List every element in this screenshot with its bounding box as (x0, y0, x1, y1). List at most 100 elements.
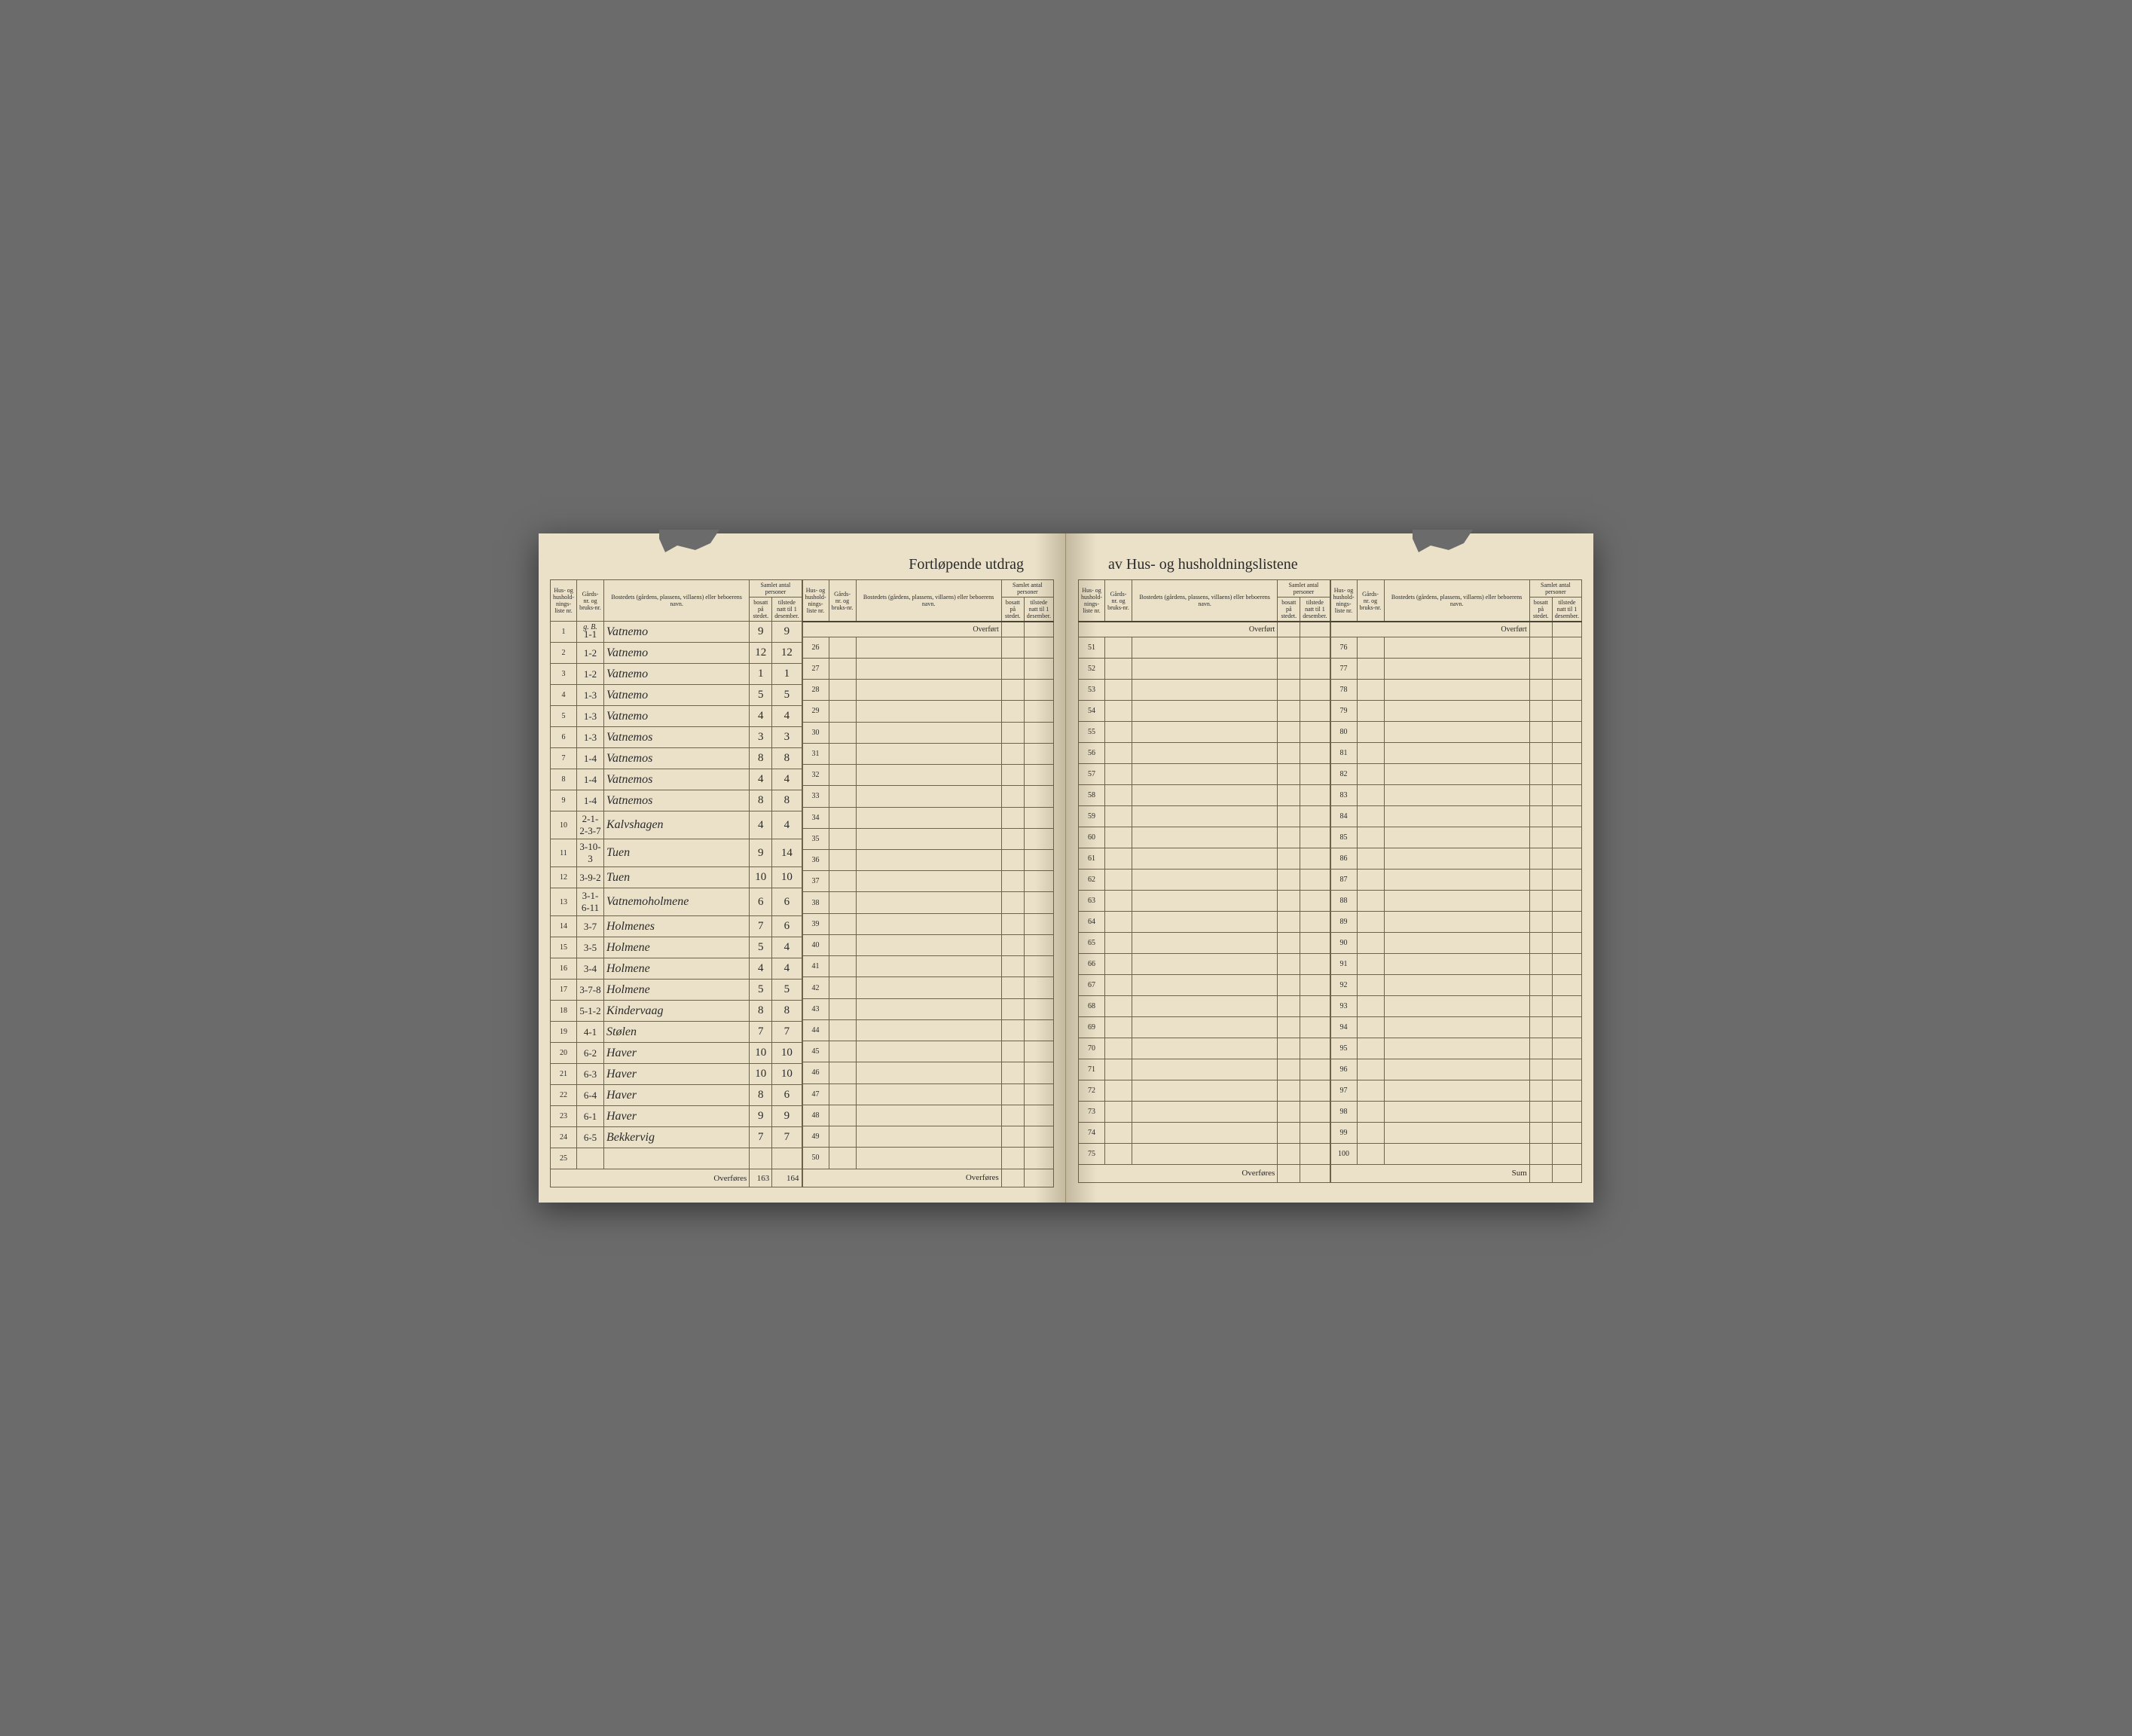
bosatt-cell (1001, 1062, 1024, 1083)
tilstede-cell: 14 (772, 839, 802, 867)
row-number: 58 (1079, 784, 1105, 805)
bosatt-cell (1001, 977, 1024, 998)
row-number: 52 (1079, 658, 1105, 679)
row-number: 80 (1330, 721, 1357, 742)
bosted-cell (1384, 679, 1529, 700)
table-row: 27 (802, 658, 1054, 679)
row-number: 100 (1330, 1143, 1357, 1164)
ledger-table-q1: Hus- og hushold-nings-liste nr. Gårds-nr… (550, 579, 802, 1187)
tilstede-cell (1300, 1038, 1330, 1059)
bosted-cell: Kalvshagen (604, 811, 750, 839)
table-row: 173-7-8Holmene55 (551, 980, 802, 1001)
bosatt-cell (1278, 784, 1300, 805)
table-header: Hus- og hushold-nings-liste nr. Gårds-nr… (551, 580, 802, 622)
row-number: 84 (1330, 805, 1357, 827)
bosatt-cell (1278, 1059, 1300, 1080)
row-number: 74 (1079, 1122, 1105, 1143)
tilstede-cell (1552, 637, 1581, 658)
table-row: 45 (802, 1041, 1054, 1062)
bosted-cell (1384, 1016, 1529, 1038)
bosatt-cell (1529, 805, 1552, 827)
tilstede-cell (1552, 700, 1581, 721)
row-number: 83 (1330, 784, 1357, 805)
gards-cell: 6-2 (577, 1043, 604, 1064)
tilstede-cell: 5 (772, 685, 802, 706)
bosatt-cell: 7 (750, 916, 772, 937)
row-number: 56 (1079, 742, 1105, 763)
table-row: 52 (1079, 658, 1330, 679)
bosted-cell (856, 871, 1001, 892)
overfort-tilstede (1024, 622, 1053, 637)
bosted-cell (1132, 1016, 1278, 1038)
bosted-cell (856, 934, 1001, 955)
table-row: 42 (802, 977, 1054, 998)
tilstede-cell (1024, 1083, 1053, 1105)
bosatt-cell (1278, 848, 1300, 869)
gards-cell (1357, 1016, 1384, 1038)
table-row: 72 (1079, 1080, 1330, 1101)
row-number: 17 (551, 980, 577, 1001)
table-row: 73 (1079, 1101, 1330, 1122)
bosted-cell (1384, 658, 1529, 679)
tilstede-cell (1300, 637, 1330, 658)
gards-cell (1357, 679, 1384, 700)
bosatt-cell (1001, 786, 1024, 807)
tilstede-cell (1300, 784, 1330, 805)
gards-cell: 3-7 (577, 916, 604, 937)
tilstede-cell: 10 (772, 1043, 802, 1064)
gards-cell (1105, 742, 1132, 763)
bosted-cell (856, 1126, 1001, 1148)
gards-cell (1105, 784, 1132, 805)
row-number: 41 (802, 956, 829, 977)
table-row: 54 (1079, 700, 1330, 721)
row-number: 98 (1330, 1101, 1357, 1122)
gards-cell (1105, 658, 1132, 679)
row-number: 11 (551, 839, 577, 867)
tilstede-cell: 6 (772, 888, 802, 916)
bosted-cell (1132, 1122, 1278, 1143)
bosatt-cell (1001, 850, 1024, 871)
footer-tilstede (1024, 1169, 1053, 1187)
bosatt-cell: 4 (750, 769, 772, 790)
bosted-cell (1384, 1101, 1529, 1122)
tilstede-cell (1300, 890, 1330, 911)
table-row: 143-7Holmenes76 (551, 916, 802, 937)
tilstede-cell: 5 (772, 980, 802, 1001)
row-number: 53 (1079, 679, 1105, 700)
gards-cell (1105, 679, 1132, 700)
bosatt-cell (1001, 998, 1024, 1019)
row-number: 19 (551, 1022, 577, 1043)
gards-cell (829, 1041, 856, 1062)
bosted-cell: Vatnemo (604, 685, 750, 706)
row-number: 46 (802, 1062, 829, 1083)
tilstede-cell (1552, 827, 1581, 848)
table-header: Hus- og hushold-nings-liste nr. Gårds-nr… (1330, 580, 1582, 622)
tilstede-cell: 6 (772, 1085, 802, 1106)
tilstede-cell (1300, 1143, 1330, 1164)
gards-cell: 5-1-2 (577, 1001, 604, 1022)
footer-bosatt (1278, 1164, 1300, 1182)
bosatt-cell (1529, 869, 1552, 890)
bosatt-cell: 8 (750, 1085, 772, 1106)
bosatt-cell (1529, 679, 1552, 700)
bosatt-cell: 9 (750, 1106, 772, 1127)
table-row: 62 (1079, 869, 1330, 890)
bosatt-cell: 10 (750, 1043, 772, 1064)
gards-cell (829, 1062, 856, 1083)
tilstede-cell: 10 (772, 867, 802, 888)
row-number: 37 (802, 871, 829, 892)
bosted-cell (1384, 763, 1529, 784)
table-row: 66 (1079, 953, 1330, 974)
gards-cell (829, 892, 856, 913)
tilstede-cell (1300, 1080, 1330, 1101)
row-number: 89 (1330, 911, 1357, 932)
bosatt-cell (1001, 722, 1024, 743)
bosted-cell (856, 722, 1001, 743)
table-row: 43 (802, 998, 1054, 1019)
table-row: 25 (551, 1148, 802, 1169)
gards-cell: 1-4 (577, 790, 604, 811)
bosted-cell (1132, 974, 1278, 995)
table-row: 163-4Holmene44 (551, 958, 802, 980)
bosatt-cell (1529, 1080, 1552, 1101)
tilstede-cell (1300, 658, 1330, 679)
